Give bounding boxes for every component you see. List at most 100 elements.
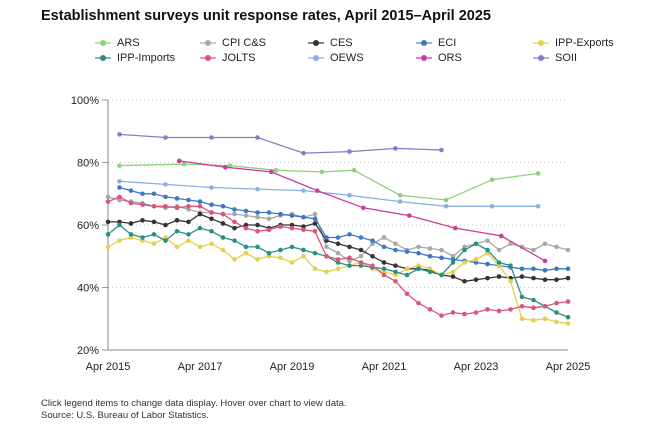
data-point-ipp-exports[interactable]: [220, 247, 226, 253]
data-point-eci[interactable]: [347, 232, 352, 237]
data-point-ipp-exports[interactable]: [554, 319, 559, 325]
data-point-eci[interactable]: [197, 199, 203, 204]
data-point-jolts[interactable]: [163, 203, 168, 209]
data-point-oews[interactable]: [535, 203, 541, 209]
data-point-ipp-exports[interactable]: [450, 269, 456, 275]
data-point-ipp-imports[interactable]: [565, 314, 571, 320]
data-point-ors[interactable]: [453, 225, 458, 231]
data-point-jolts[interactable]: [117, 194, 122, 200]
data-point-jolts[interactable]: [197, 203, 203, 209]
data-point-cpi-c-s[interactable]: [381, 235, 387, 240]
data-point-ipp-exports[interactable]: [519, 316, 525, 322]
data-point-ipp-exports[interactable]: [324, 269, 329, 275]
data-point-jolts[interactable]: [151, 203, 157, 209]
data-point-ipp-imports[interactable]: [301, 247, 306, 253]
legend-item-oews[interactable]: OEWS: [308, 52, 364, 64]
data-point-cpi-c-s[interactable]: [335, 250, 341, 256]
data-point-cpi-c-s[interactable]: [243, 213, 249, 218]
data-point-ces[interactable]: [496, 274, 502, 279]
data-point-ces[interactable]: [381, 260, 387, 265]
data-point-ces[interactable]: [220, 221, 226, 226]
data-point-eci[interactable]: [232, 207, 237, 212]
data-point-eci[interactable]: [220, 203, 226, 209]
data-point-jolts[interactable]: [186, 203, 191, 209]
data-point-eci[interactable]: [312, 216, 318, 222]
data-point-ipp-imports[interactable]: [450, 260, 456, 265]
data-point-ipp-imports[interactable]: [404, 272, 410, 278]
data-point-jolts[interactable]: [140, 202, 145, 207]
data-point-eci[interactable]: [404, 249, 410, 254]
data-point-ipp-imports[interactable]: [151, 232, 157, 237]
data-point-jolts[interactable]: [404, 291, 410, 297]
data-point-ipp-imports[interactable]: [519, 294, 525, 300]
data-point-jolts[interactable]: [462, 311, 467, 317]
data-point-ipp-imports[interactable]: [128, 232, 134, 237]
data-point-eci[interactable]: [427, 253, 433, 259]
data-point-jolts[interactable]: [289, 225, 295, 231]
data-point-jolts[interactable]: [243, 225, 249, 231]
data-point-ors[interactable]: [269, 169, 274, 175]
data-point-ces[interactable]: [450, 274, 456, 279]
data-point-ipp-exports[interactable]: [542, 316, 548, 322]
data-point-cpi-c-s[interactable]: [496, 247, 502, 253]
data-point-soii[interactable]: [117, 132, 122, 137]
data-point-ipp-exports[interactable]: [255, 257, 260, 262]
data-point-ars[interactable]: [273, 168, 279, 173]
data-point-jolts[interactable]: [358, 260, 364, 265]
data-point-ces[interactable]: [393, 263, 398, 268]
legend-item-ars[interactable]: ARS: [95, 37, 140, 49]
data-point-jolts[interactable]: [381, 272, 387, 278]
data-point-cpi-c-s[interactable]: [542, 241, 548, 247]
data-point-jolts[interactable]: [485, 307, 490, 312]
data-point-ipp-exports[interactable]: [117, 238, 122, 243]
legend-item-ipp-imports[interactable]: IPP-Imports: [95, 52, 175, 64]
data-point-ipp-imports[interactable]: [554, 310, 559, 315]
data-point-soii[interactable]: [347, 149, 352, 154]
data-point-eci[interactable]: [255, 210, 260, 215]
data-point-ipp-exports[interactable]: [105, 244, 111, 250]
data-point-ces[interactable]: [347, 244, 352, 250]
data-point-eci[interactable]: [186, 197, 191, 203]
data-point-ipp-imports[interactable]: [347, 263, 352, 268]
data-point-ces[interactable]: [358, 247, 364, 253]
data-point-ipp-imports[interactable]: [496, 260, 502, 265]
data-point-oews[interactable]: [443, 203, 449, 209]
data-point-oews[interactable]: [397, 199, 403, 204]
data-point-eci[interactable]: [485, 261, 490, 267]
data-point-ars[interactable]: [489, 177, 495, 182]
data-point-eci[interactable]: [163, 194, 168, 200]
data-point-cpi-c-s[interactable]: [255, 214, 260, 220]
data-point-ces[interactable]: [335, 241, 341, 247]
data-point-ors[interactable]: [177, 158, 182, 164]
data-point-soii[interactable]: [393, 146, 398, 151]
data-point-eci[interactable]: [278, 211, 283, 217]
data-point-ars[interactable]: [397, 193, 403, 198]
data-point-cpi-c-s[interactable]: [416, 244, 421, 250]
data-point-ipp-imports[interactable]: [266, 250, 272, 256]
data-point-ces[interactable]: [554, 277, 559, 282]
data-point-ars[interactable]: [535, 171, 541, 176]
data-point-ces[interactable]: [163, 222, 168, 228]
data-point-ipp-imports[interactable]: [312, 250, 318, 256]
data-point-ors[interactable]: [407, 213, 412, 218]
data-point-ipp-exports[interactable]: [209, 241, 214, 247]
data-point-ipp-imports[interactable]: [485, 247, 490, 253]
series-line-eci[interactable]: [119, 186, 569, 271]
data-point-jolts[interactable]: [324, 253, 329, 259]
data-point-ipp-imports[interactable]: [462, 247, 467, 253]
series-line-soii[interactable]: [119, 133, 442, 154]
data-point-eci[interactable]: [289, 213, 295, 218]
data-point-eci[interactable]: [358, 235, 364, 240]
data-point-oews[interactable]: [489, 203, 495, 209]
data-point-cpi-c-s[interactable]: [312, 211, 318, 217]
data-point-ces[interactable]: [140, 218, 145, 223]
legend-item-ors[interactable]: ORS: [416, 52, 462, 64]
data-point-jolts[interactable]: [496, 308, 502, 314]
data-point-cpi-c-s[interactable]: [427, 246, 433, 251]
series-line-jolts[interactable]: [107, 196, 569, 317]
data-point-ces[interactable]: [255, 222, 260, 228]
data-point-jolts[interactable]: [416, 300, 421, 306]
legend-item-eci[interactable]: ECI: [416, 37, 456, 49]
data-point-jolts[interactable]: [519, 303, 525, 309]
legend-item-jolts[interactable]: JOLTS: [200, 52, 255, 64]
